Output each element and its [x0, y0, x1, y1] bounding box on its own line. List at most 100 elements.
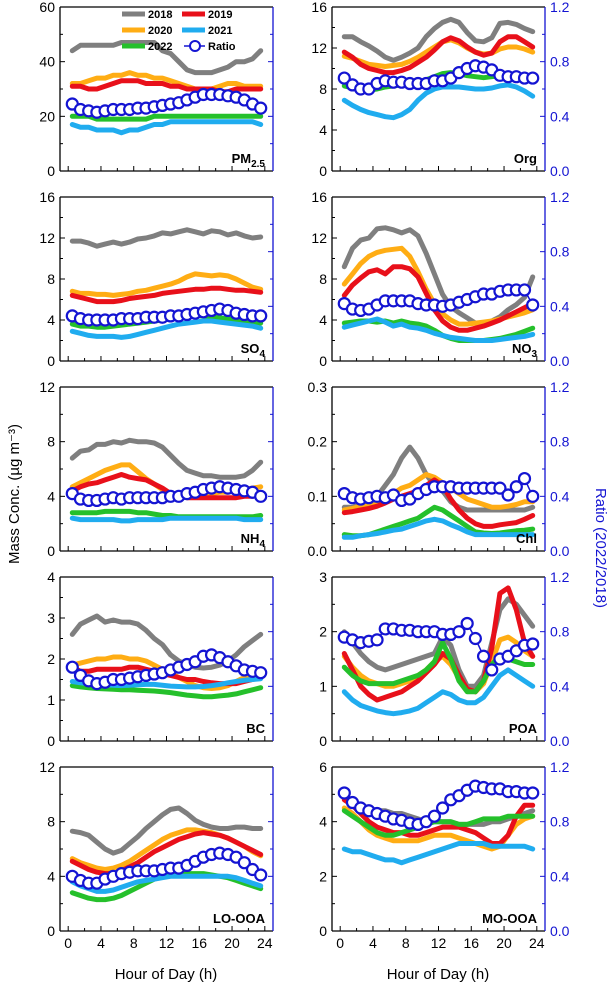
y-tick-label: 1	[319, 678, 327, 694]
y2-tick-label: 0.8	[550, 814, 570, 830]
legend-item-2021: 2021	[182, 25, 232, 37]
y-left-axis-title: Mass Conc. (µg m⁻³)	[6, 424, 23, 564]
panel-lo-ooa: 0 4 8 12 16 20 24 0 4 8 12 LO-OOA	[39, 759, 274, 951]
y-tick-label: 2	[319, 868, 327, 884]
y2-tick-label: 0.8	[550, 54, 570, 70]
legend-label: 2022	[148, 41, 172, 53]
series-line-2018	[341, 225, 536, 327]
x-axis-title-left: Hour of Day (h)	[115, 966, 218, 983]
series-line-2021	[341, 316, 536, 343]
y-tick-label: 12	[39, 759, 55, 775]
y2-tick-label: 0.0	[550, 543, 570, 559]
panel-bc: 0 1 2 3 4 BC	[47, 569, 274, 749]
y-tick-label: 12	[311, 40, 327, 56]
x-tick-label: 16	[191, 935, 207, 951]
series-line-2019	[69, 472, 264, 501]
y-tick-label: 40	[39, 54, 55, 70]
y-tick-label: 3	[319, 569, 327, 585]
ratio-point	[526, 298, 540, 312]
y2-tick-label: 1.2	[550, 569, 570, 585]
x-tick-label: 4	[97, 935, 105, 951]
ratio-point	[526, 637, 540, 651]
panel-label: MO-OOA	[482, 911, 537, 926]
x-tick-label: 8	[402, 935, 410, 951]
panel-label: PM2.5	[232, 151, 266, 170]
x-tick-label: 0	[336, 935, 344, 951]
legend-item-2018: 2018	[122, 9, 172, 21]
panel-label: Org	[514, 151, 537, 166]
panel-pm-25: 0 20 40 60 PM2.5 2018 2019 2020 2021 2022 Ratio	[39, 0, 274, 179]
x-axis-title-right: Hour of Day (h)	[387, 966, 490, 983]
y-tick-label: 0	[47, 353, 55, 369]
x-tick-label: 24	[257, 935, 273, 951]
ratio-point	[501, 488, 515, 502]
series-line-2021	[341, 82, 536, 121]
ratio-point	[427, 809, 442, 823]
series-line-2018	[69, 227, 264, 249]
ratio-point	[254, 101, 268, 115]
y-tick-label: 0	[319, 733, 327, 749]
y-tick-label: 1	[47, 692, 55, 708]
panel-label-main: PM	[232, 151, 252, 166]
y-tick-label: 0.2	[308, 434, 328, 450]
series-line-2021	[341, 516, 536, 540]
panel-label-main: Chl	[516, 531, 537, 546]
ratio-point	[526, 786, 540, 800]
legend-label: 2021	[208, 25, 232, 37]
panel-label-main: MO-OOA	[482, 911, 537, 926]
panel-label: NO3	[512, 341, 538, 360]
x-tick-label: 20	[224, 935, 240, 951]
panel-poa: 0 1 2 3 0.0 0.4 0.8 1.2 POA	[319, 569, 569, 749]
y-tick-label: 0.0	[308, 543, 328, 559]
x-tick-label: 20	[496, 935, 512, 951]
y-tick-label: 8	[47, 271, 55, 287]
x-tick-label: 16	[463, 935, 479, 951]
series-line-2018	[69, 805, 264, 856]
y2-tick-label: 0.4	[550, 868, 570, 884]
y-tick-label: 4	[319, 814, 327, 830]
y2-tick-label: 0.4	[550, 488, 570, 504]
series-line-2021	[341, 841, 536, 866]
series-line-2021	[69, 873, 264, 894]
y2-tick-label: 0.8	[550, 244, 570, 260]
panel-label-main: NO	[512, 341, 532, 356]
panel-label-main: SO	[241, 341, 260, 356]
y-tick-label: 16	[311, 0, 327, 15]
legend-label: 2019	[208, 9, 232, 21]
ratio-point	[526, 71, 540, 85]
x-tick-label: 8	[130, 935, 138, 951]
panel-org: 0 4 8 12 16 0.0 0.4 0.8 1.2 Org	[311, 0, 569, 179]
y2-tick-label: 0.8	[550, 434, 570, 450]
y-tick-label: 2	[319, 624, 327, 640]
y-tick-label: 4	[319, 122, 327, 138]
series-line-2022	[69, 683, 264, 700]
ratio-point	[460, 616, 474, 631]
y-tick-label: 12	[311, 230, 327, 246]
series-line-2022	[341, 640, 536, 695]
series-line-2019	[69, 285, 264, 305]
series-line-2019	[341, 585, 536, 703]
panel-label: NH4	[241, 531, 266, 550]
ratio-point	[509, 480, 523, 494]
ratio-point	[435, 801, 450, 815]
y-tick-label: 8	[47, 814, 55, 830]
y-tick-label: 0.3	[308, 379, 328, 395]
y-tick-label: 6	[319, 759, 327, 775]
y-tick-label: 4	[47, 488, 55, 504]
ratio-point	[476, 649, 491, 663]
y2-tick-label: 1.2	[550, 189, 570, 205]
ratio-point	[254, 868, 268, 882]
panel-no-3: 0 4 8 12 16 0.0 0.4 0.8 1.2 NO3	[311, 189, 569, 369]
series-line-2021	[69, 119, 264, 136]
panel-label: Chl	[516, 531, 537, 546]
y-tick-label: 3	[47, 610, 55, 626]
y2-tick-label: 1.2	[550, 759, 570, 775]
y-tick-label: 4	[47, 569, 55, 585]
y-tick-label: 4	[47, 312, 55, 328]
legend-item-2022: 2022	[122, 41, 172, 53]
y-tick-label: 4	[47, 868, 55, 884]
panel-label-main: Org	[514, 151, 537, 166]
y-tick-label: 60	[39, 0, 55, 15]
